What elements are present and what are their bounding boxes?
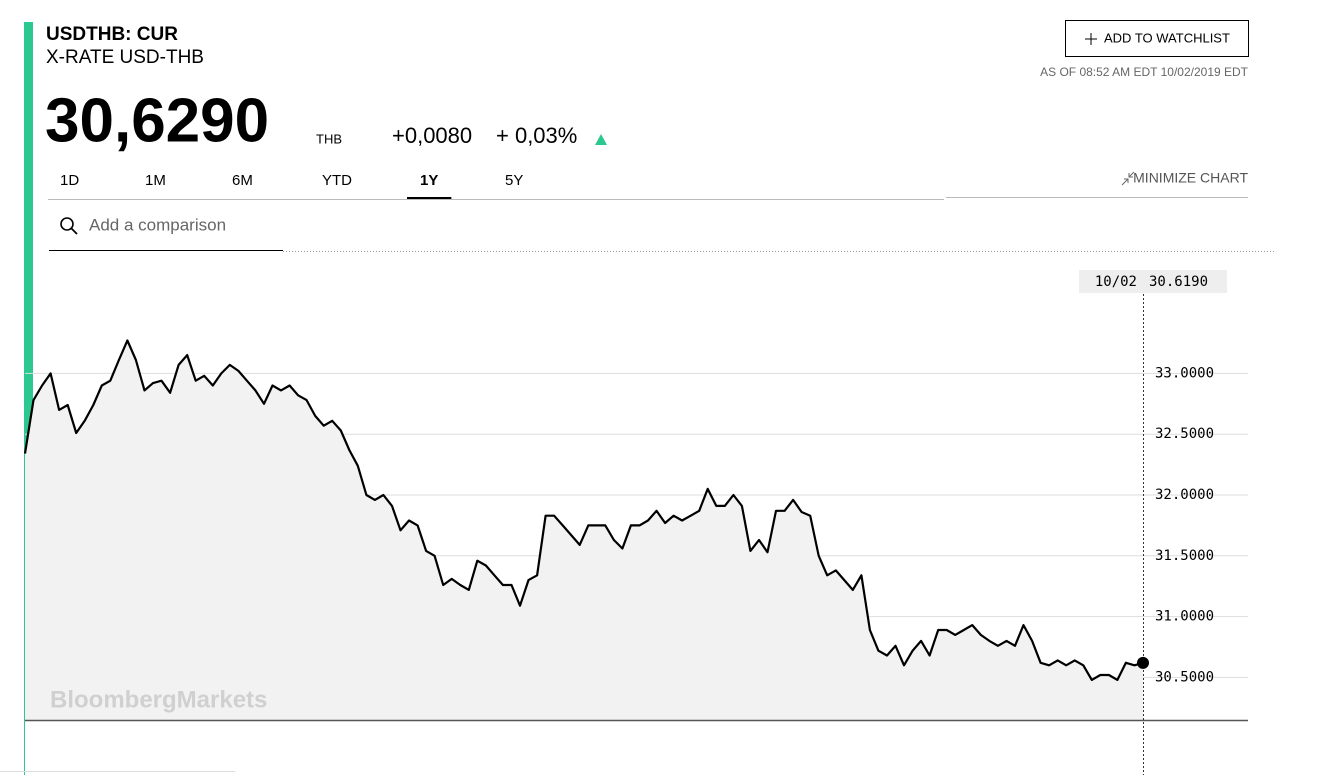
area: [25, 340, 1143, 720]
tab[interactable]: YTD: [322, 172, 352, 189]
search-placeholder: Add a comparison: [89, 215, 226, 234]
crosshair-value: 30.6190: [1149, 274, 1208, 290]
tab[interactable]: 5Y: [505, 172, 523, 189]
y-tick-label: 31.0000: [1155, 609, 1214, 625]
minimize-chart[interactable]: MINIMIZE CHART: [1121, 170, 1248, 186]
comparison-search[interactable]: Add a comparison: [49, 215, 283, 251]
crosshair-label: 10/02 30.6190: [1079, 270, 1227, 293]
tab[interactable]: 1M: [145, 172, 166, 189]
last-point: [1137, 656, 1149, 669]
y-tick-label: 33.0000: [1155, 365, 1214, 381]
currency: THB: [316, 131, 342, 146]
search-icon-handle: [70, 227, 78, 235]
button-frame: [1065, 20, 1249, 57]
instrument-name: X-RATE USD-THB: [46, 47, 204, 68]
price: 30,6290: [45, 86, 269, 155]
y-tick-label: 31.5000: [1155, 548, 1214, 564]
chart: 30.5000 31.0000 31.5000 32.0000 32.5000 33.00…: [23, 270, 1248, 775]
crosshair-date: 10/02: [1095, 274, 1137, 290]
watchlist-button[interactable]: ADD TO WATCHLIST: [1065, 20, 1249, 57]
y-tick-label: 32.5000: [1155, 426, 1214, 442]
tab[interactable]: 1D: [60, 172, 79, 189]
minimize-icon: [1121, 171, 1135, 186]
y-tick-label: 30.5000: [1155, 669, 1214, 685]
up-arrow: [595, 134, 607, 145]
watermark: BloombergMarkets: [50, 686, 267, 713]
crosshair-box: [1079, 270, 1227, 293]
line: [23, 339, 1144, 681]
y-tick-label: 32.0000: [1155, 487, 1214, 503]
search-icon: [60, 217, 74, 231]
tabs: 1D 1M 6M YTD 1Y 5Y: [60, 172, 523, 200]
tab[interactable]: 6M: [232, 172, 253, 189]
ticker: USDTHB: CUR: [46, 24, 178, 45]
change: +0,0080: [392, 123, 472, 148]
plus-icon: [1085, 33, 1097, 45]
change-pct: + 0,03%: [496, 123, 577, 148]
tab[interactable]: 1Y: [420, 172, 438, 189]
accent-bar: [24, 22, 33, 452]
tab-underline: [407, 197, 452, 200]
minimize-label: MINIMIZE CHART: [1133, 170, 1248, 186]
as-of: AS OF 08:52 AM EDT 10/02/2019 EDT: [1040, 65, 1249, 79]
button-label: ADD TO WATCHLIST: [1104, 30, 1230, 45]
